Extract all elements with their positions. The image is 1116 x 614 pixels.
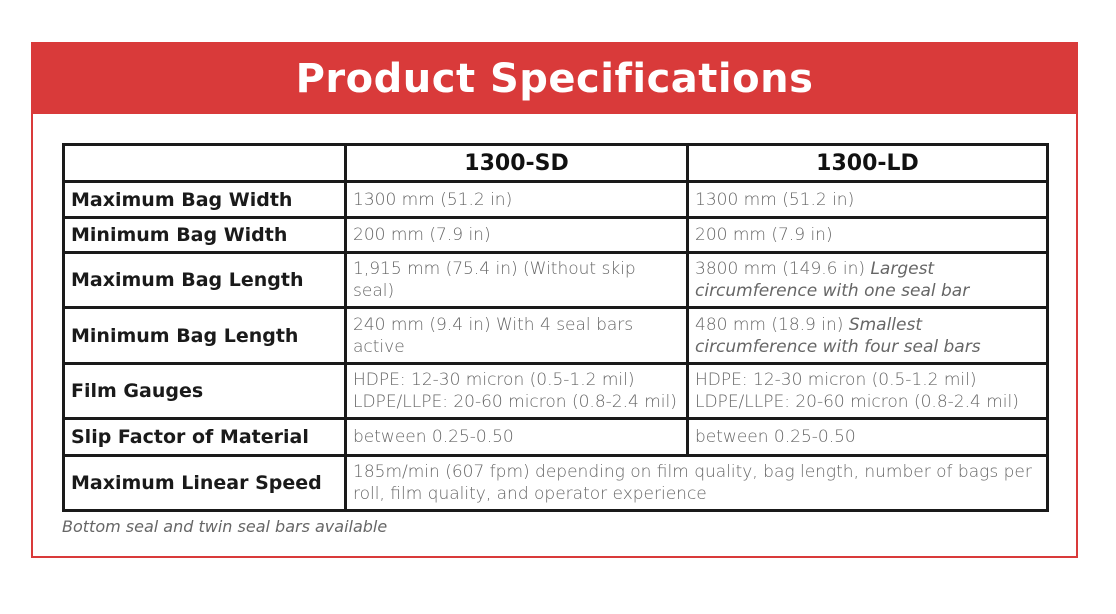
- ld-value: 200 mm (7.9 in): [686, 216, 1049, 254]
- ld-value-note: Largest circumference with one seal bar: [695, 259, 970, 301]
- ld-value-main: 3800 mm (149.6 in): [695, 259, 866, 279]
- footnote: Bottom seal and twin seal bars available: [62, 517, 387, 536]
- ld-value: HDPE: 12-30 micron (0.5-1.2 mil) LDPE/LL…: [686, 362, 1049, 420]
- page-title: Product Specifications: [295, 56, 814, 102]
- row-label: Maximum Bag Width: [62, 180, 347, 219]
- spec-table: 1300-SD 1300-LD Maximum Bag Width 1300 m…: [62, 143, 1049, 512]
- table-header-row: 1300-SD 1300-LD: [62, 143, 1049, 183]
- ld-value-note: Smallest circumference with four seal ba…: [695, 314, 981, 357]
- sd-value: 200 mm (7.9 in): [344, 216, 689, 254]
- ld-value-main: 480 mm (18.9 in): [695, 314, 844, 335]
- footnote-part: twin seal: [198, 517, 270, 536]
- sd-value: 1300 mm (51.2 in): [344, 180, 689, 219]
- footnote-part: Bottom seal: [62, 517, 159, 536]
- model-header-ld: 1300-LD: [686, 143, 1049, 183]
- model-header-sd: 1300-SD: [344, 143, 689, 183]
- sd-value-line: HDPE: 12-30 micron (0.5-1.2 mil): [353, 370, 635, 390]
- row-label: Maximum Linear Speed: [62, 454, 347, 512]
- footnote-part: and: [158, 517, 199, 536]
- ld-value: between 0.25-0.50: [686, 417, 1049, 457]
- row-label: Slip Factor of Material: [62, 417, 347, 457]
- ld-value: 480 mm (18.9 in) Smallest circumference …: [686, 306, 1049, 365]
- table-row: Minimum Bag Width 200 mm (7.9 in) 200 mm…: [62, 216, 1049, 254]
- table-corner-cell: [62, 143, 347, 183]
- table-row: Maximum Linear Speed 185m/min (607 fpm) …: [62, 454, 1049, 512]
- row-label: Minimum Bag Width: [62, 216, 347, 254]
- table-row: Maximum Bag Length 1,915 mm (75.4 in) (W…: [62, 251, 1049, 309]
- table-row: Maximum Bag Width 1300 mm (51.2 in) 1300…: [62, 180, 1049, 219]
- sd-value: HDPE: 12-30 micron (0.5-1.2 mil) LDPE/LL…: [344, 362, 689, 420]
- sd-value: 240 mm (9.4 in) With 4 seal bars active: [344, 306, 689, 365]
- spec-card: Product Specifications 1300-SD 1300-LD M…: [31, 42, 1078, 558]
- ld-value-line: LDPE/LLPE: 20-60 micron (0.8-2.4 mil): [695, 392, 1019, 412]
- table-row: Slip Factor of Material between 0.25-0.5…: [62, 417, 1049, 457]
- row-label: Minimum Bag Length: [62, 306, 347, 365]
- table-row: Minimum Bag Length 240 mm (9.4 in) With …: [62, 306, 1049, 365]
- sd-value-line: LDPE/LLPE: 20-60 micron (0.8-2.4 mil): [353, 392, 677, 412]
- footnote-part: bars available: [269, 517, 388, 536]
- table-row: Film Gauges HDPE: 12-30 micron (0.5-1.2 …: [62, 362, 1049, 420]
- ld-value-line: HDPE: 12-30 micron (0.5-1.2 mil): [695, 370, 977, 390]
- ld-value: 3800 mm (149.6 in) Largest circumference…: [686, 251, 1049, 309]
- sd-value: 1,915 mm (75.4 in) (Without skip seal): [344, 251, 689, 309]
- title-banner: Product Specifications: [33, 44, 1076, 114]
- row-label: Maximum Bag Length: [62, 251, 347, 309]
- shared-value: 185m/min (607 fpm) depending on film qua…: [344, 454, 1049, 512]
- sd-value: between 0.25-0.50: [344, 417, 689, 457]
- ld-value: 1300 mm (51.2 in): [686, 180, 1049, 219]
- row-label: Film Gauges: [62, 362, 347, 420]
